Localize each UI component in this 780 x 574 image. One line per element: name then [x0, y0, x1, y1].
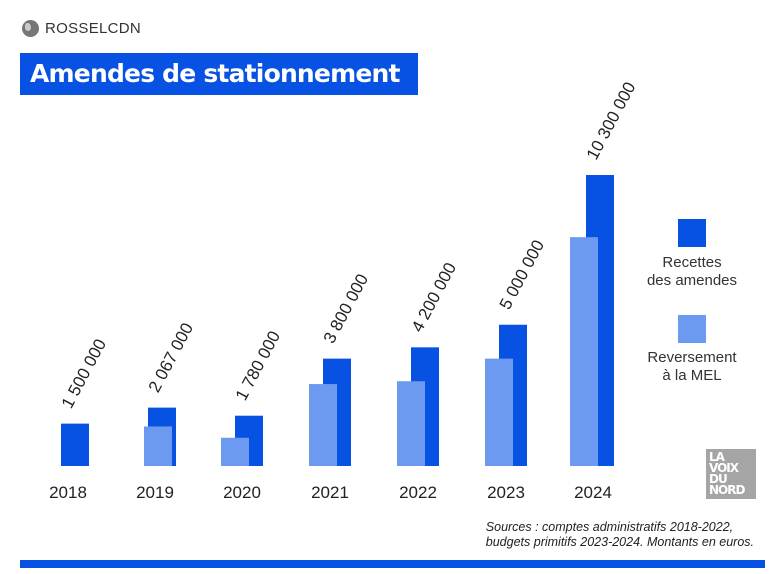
legend-swatch-recettes — [678, 219, 706, 247]
bar-reversement — [397, 381, 425, 466]
value-label: 1 500 000 — [58, 336, 110, 412]
value-label: 4 200 000 — [408, 260, 460, 336]
year-label: 2020 — [223, 483, 261, 502]
value-label: 5 000 000 — [496, 237, 548, 313]
year-label: 2018 — [49, 483, 87, 502]
legend-line: à la MEL — [662, 367, 722, 384]
bar-reversement — [485, 358, 513, 466]
note-line: budgets primitifs 2023-2024. Montants en… — [485, 535, 754, 549]
bar-reversement — [221, 437, 249, 466]
bar-reversement — [570, 237, 598, 466]
bar-recettes — [61, 423, 89, 466]
year-label: 2024 — [574, 483, 612, 502]
legend-label-recettes: Recettes des amendes — [632, 254, 752, 290]
year-label: 2022 — [399, 483, 437, 502]
legend-swatch-reversement — [678, 315, 706, 343]
source-label: ROSSELCDN — [45, 20, 142, 37]
bar-reversement — [309, 384, 337, 466]
year-label: 2019 — [136, 483, 174, 502]
note-line: Sources : comptes administratifs 2018-20… — [485, 520, 734, 534]
year-label: 2021 — [311, 483, 349, 502]
legend-line: Reversement — [647, 349, 737, 366]
legend-label-reversement: Reversement à la MEL — [632, 349, 752, 385]
value-label: 2 067 000 — [145, 320, 197, 396]
value-label: 1 780 000 — [232, 328, 284, 404]
la-voix-du-nord-logo: LA VOIX DU NORD — [706, 449, 756, 499]
value-label: 10 300 000 — [583, 79, 640, 163]
year-label: 2023 — [487, 483, 525, 502]
value-label: 3 800 000 — [320, 271, 372, 347]
bottom-bar — [20, 560, 765, 568]
bar-reversement — [144, 426, 172, 466]
legend-line: Recettes — [662, 254, 722, 271]
chart-title: Amendes de stationnement à Lille — [20, 53, 418, 130]
source-notes: Sources : comptes administratifs 2018-20… — [486, 520, 754, 550]
legend-line: des amendes — [646, 272, 738, 289]
source-header: ROSSELCDN — [22, 20, 141, 37]
globe-icon — [22, 20, 39, 37]
